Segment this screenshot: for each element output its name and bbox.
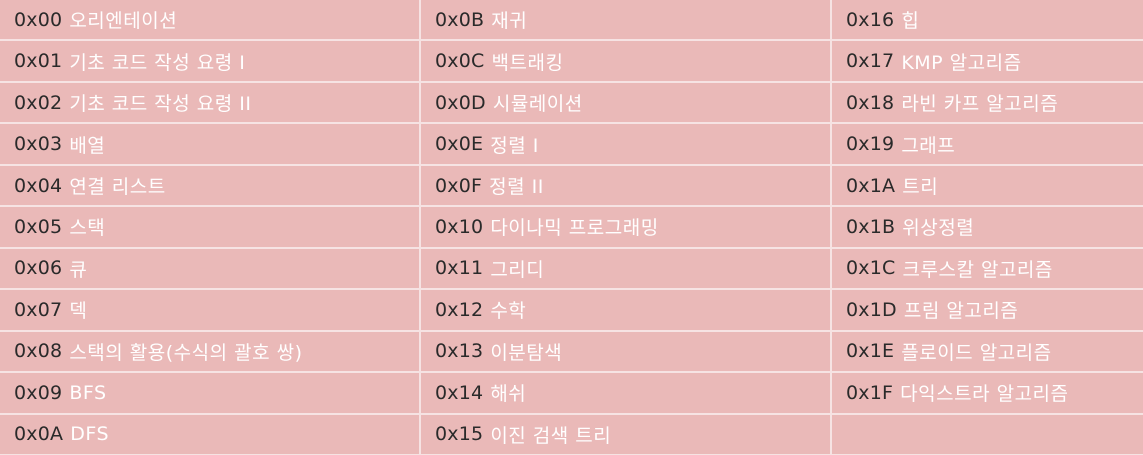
table-cell: 0x1B 위상정렬 [832,207,1143,247]
table-cell: 0x14 해쉬 [421,373,830,413]
lesson-code: 0x1A [846,174,896,197]
lesson-code: 0x0E [435,133,484,156]
table-cell: 0x0C 백트래킹 [421,41,830,81]
lesson-title: 해쉬 [490,383,527,406]
lesson-code: 0x18 [846,91,895,114]
table-cell: 0x0E 정렬 I [421,124,830,164]
table-cell: 0x13 이분탐색 [421,331,830,372]
lesson-title: 큐 [69,258,88,281]
lesson-code: 0x04 [14,174,63,197]
table-cell: 0x1A 트리 [832,165,1143,206]
table-cell: 0x06 큐 [0,248,419,289]
table-cell: 0x1E 플로이드 알고리즘 [832,331,1143,372]
lesson-title: 프림 알고리즘 [903,300,1019,323]
lesson-code: 0x1B [846,215,896,238]
lesson-code: 0x19 [846,133,895,156]
lesson-title: 기초 코드 작성 요령 II [69,93,252,116]
lesson-code: 0x08 [14,340,63,363]
lesson-code: 0x14 [435,381,484,404]
lesson-code: 0x05 [14,215,63,238]
table-cell: 0x19 그래프 [832,124,1143,164]
lesson-code: 0x12 [435,298,484,321]
lesson-title: 라빈 카프 알고리즘 [901,93,1059,116]
lesson-code: 0x16 [846,8,895,31]
lesson-title: DFS [70,423,110,446]
lesson-code: 0x00 [14,8,63,31]
table-cell: 0x12 수학 [421,290,830,330]
table-cell: 0x00 오리엔테이션 [0,0,419,40]
lesson-code: 0x07 [14,298,63,321]
table-cell: 0x04 연결 리스트 [0,165,419,206]
lesson-code: 0x1D [846,298,897,321]
lesson-title: 플로이드 알고리즘 [901,341,1052,364]
lesson-title: 이진 검색 트리 [490,424,612,447]
lesson-title: 다이나믹 프로그래밍 [490,217,659,240]
lesson-code: 0x0C [435,50,485,73]
table-cell: 0x08 스택의 활용(수식의 괄호 쌍) [0,331,419,372]
lesson-code: 0x1F [846,381,894,404]
lesson-code: 0x17 [846,50,895,73]
table-cell: 0x0D 시뮬레이션 [421,82,830,123]
lesson-title: 수학 [490,300,527,323]
lesson-code: 0x01 [14,50,63,73]
lesson-title: 연결 리스트 [69,176,166,199]
lesson-title: 크루스칼 알고리즘 [902,258,1053,281]
table-cell: 0x03 배열 [0,124,419,164]
lesson-title: 백트래킹 [491,51,564,74]
table-cell: 0x15 이진 검색 트리 [421,414,830,454]
lesson-title: 배열 [69,134,106,157]
table-cell: 0x01 기초 코드 작성 요령 I [0,41,419,81]
lesson-title: 힙 [901,10,920,33]
lesson-title: 스택 [69,217,106,240]
empty-cell [832,414,1143,454]
lesson-title: 덱 [69,300,88,323]
lesson-title: 그래프 [901,134,956,157]
lesson-title: 오리엔테이션 [69,10,178,33]
table-cell: 0x1C 크루스칼 알고리즘 [832,248,1143,289]
lesson-code: 0x0F [435,174,483,197]
table-cell: 0x02 기초 코드 작성 요령 II [0,82,419,123]
lesson-title: BFS [69,381,107,404]
lesson-title: 재귀 [491,10,528,33]
table-cell: 0x05 스택 [0,207,419,247]
lesson-code: 0x11 [435,257,484,280]
lesson-code: 0x09 [14,381,63,404]
lesson-code: 0x13 [435,340,484,363]
lesson-code: 0x10 [435,215,484,238]
table-cell: 0x17 KMP 알고리즘 [832,41,1143,81]
lesson-title: 트리 [902,176,939,199]
lesson-title: KMP 알고리즘 [901,51,1022,74]
lesson-title: 기초 코드 작성 요령 I [69,51,246,74]
table-cell: 0x11 그리디 [421,248,830,289]
table-cell: 0x1D 프림 알고리즘 [832,290,1143,330]
table-cell: 0x07 덱 [0,290,419,330]
lesson-title: 스택의 활용(수식의 괄호 쌍) [69,341,303,364]
lesson-code: 0x15 [435,423,484,446]
table-cell: 0x1F 다익스트라 알고리즘 [832,373,1143,413]
lesson-title: 다익스트라 알고리즘 [900,383,1069,406]
lesson-code: 0x0B [435,8,485,31]
table-cell: 0x18 라빈 카프 알고리즘 [832,82,1143,123]
lesson-title: 그리디 [490,258,545,281]
lesson-title: 정렬 I [490,134,539,157]
table-cell: 0x09 BFS [0,373,419,413]
lesson-code: 0x1E [846,340,895,363]
lesson-code: 0x06 [14,257,63,280]
table-cell: 0x10 다이나믹 프로그래밍 [421,207,830,247]
lesson-title: 정렬 II [489,176,544,199]
table-cell: 0x16 힙 [832,0,1143,40]
lesson-code: 0x0D [435,91,486,114]
lesson-title: 위상정렬 [902,217,975,240]
lesson-title: 이분탐색 [490,341,563,364]
lesson-code: 0x02 [14,91,63,114]
lesson-code: 0x0A [14,423,64,446]
lesson-code: 0x03 [14,133,63,156]
lesson-code: 0x1C [846,257,896,280]
lesson-title: 시뮬레이션 [492,93,583,116]
table-cell: 0x0A DFS [0,414,419,454]
table-cell: 0x0F 정렬 II [421,165,830,206]
table-cell: 0x0B 재귀 [421,0,830,40]
